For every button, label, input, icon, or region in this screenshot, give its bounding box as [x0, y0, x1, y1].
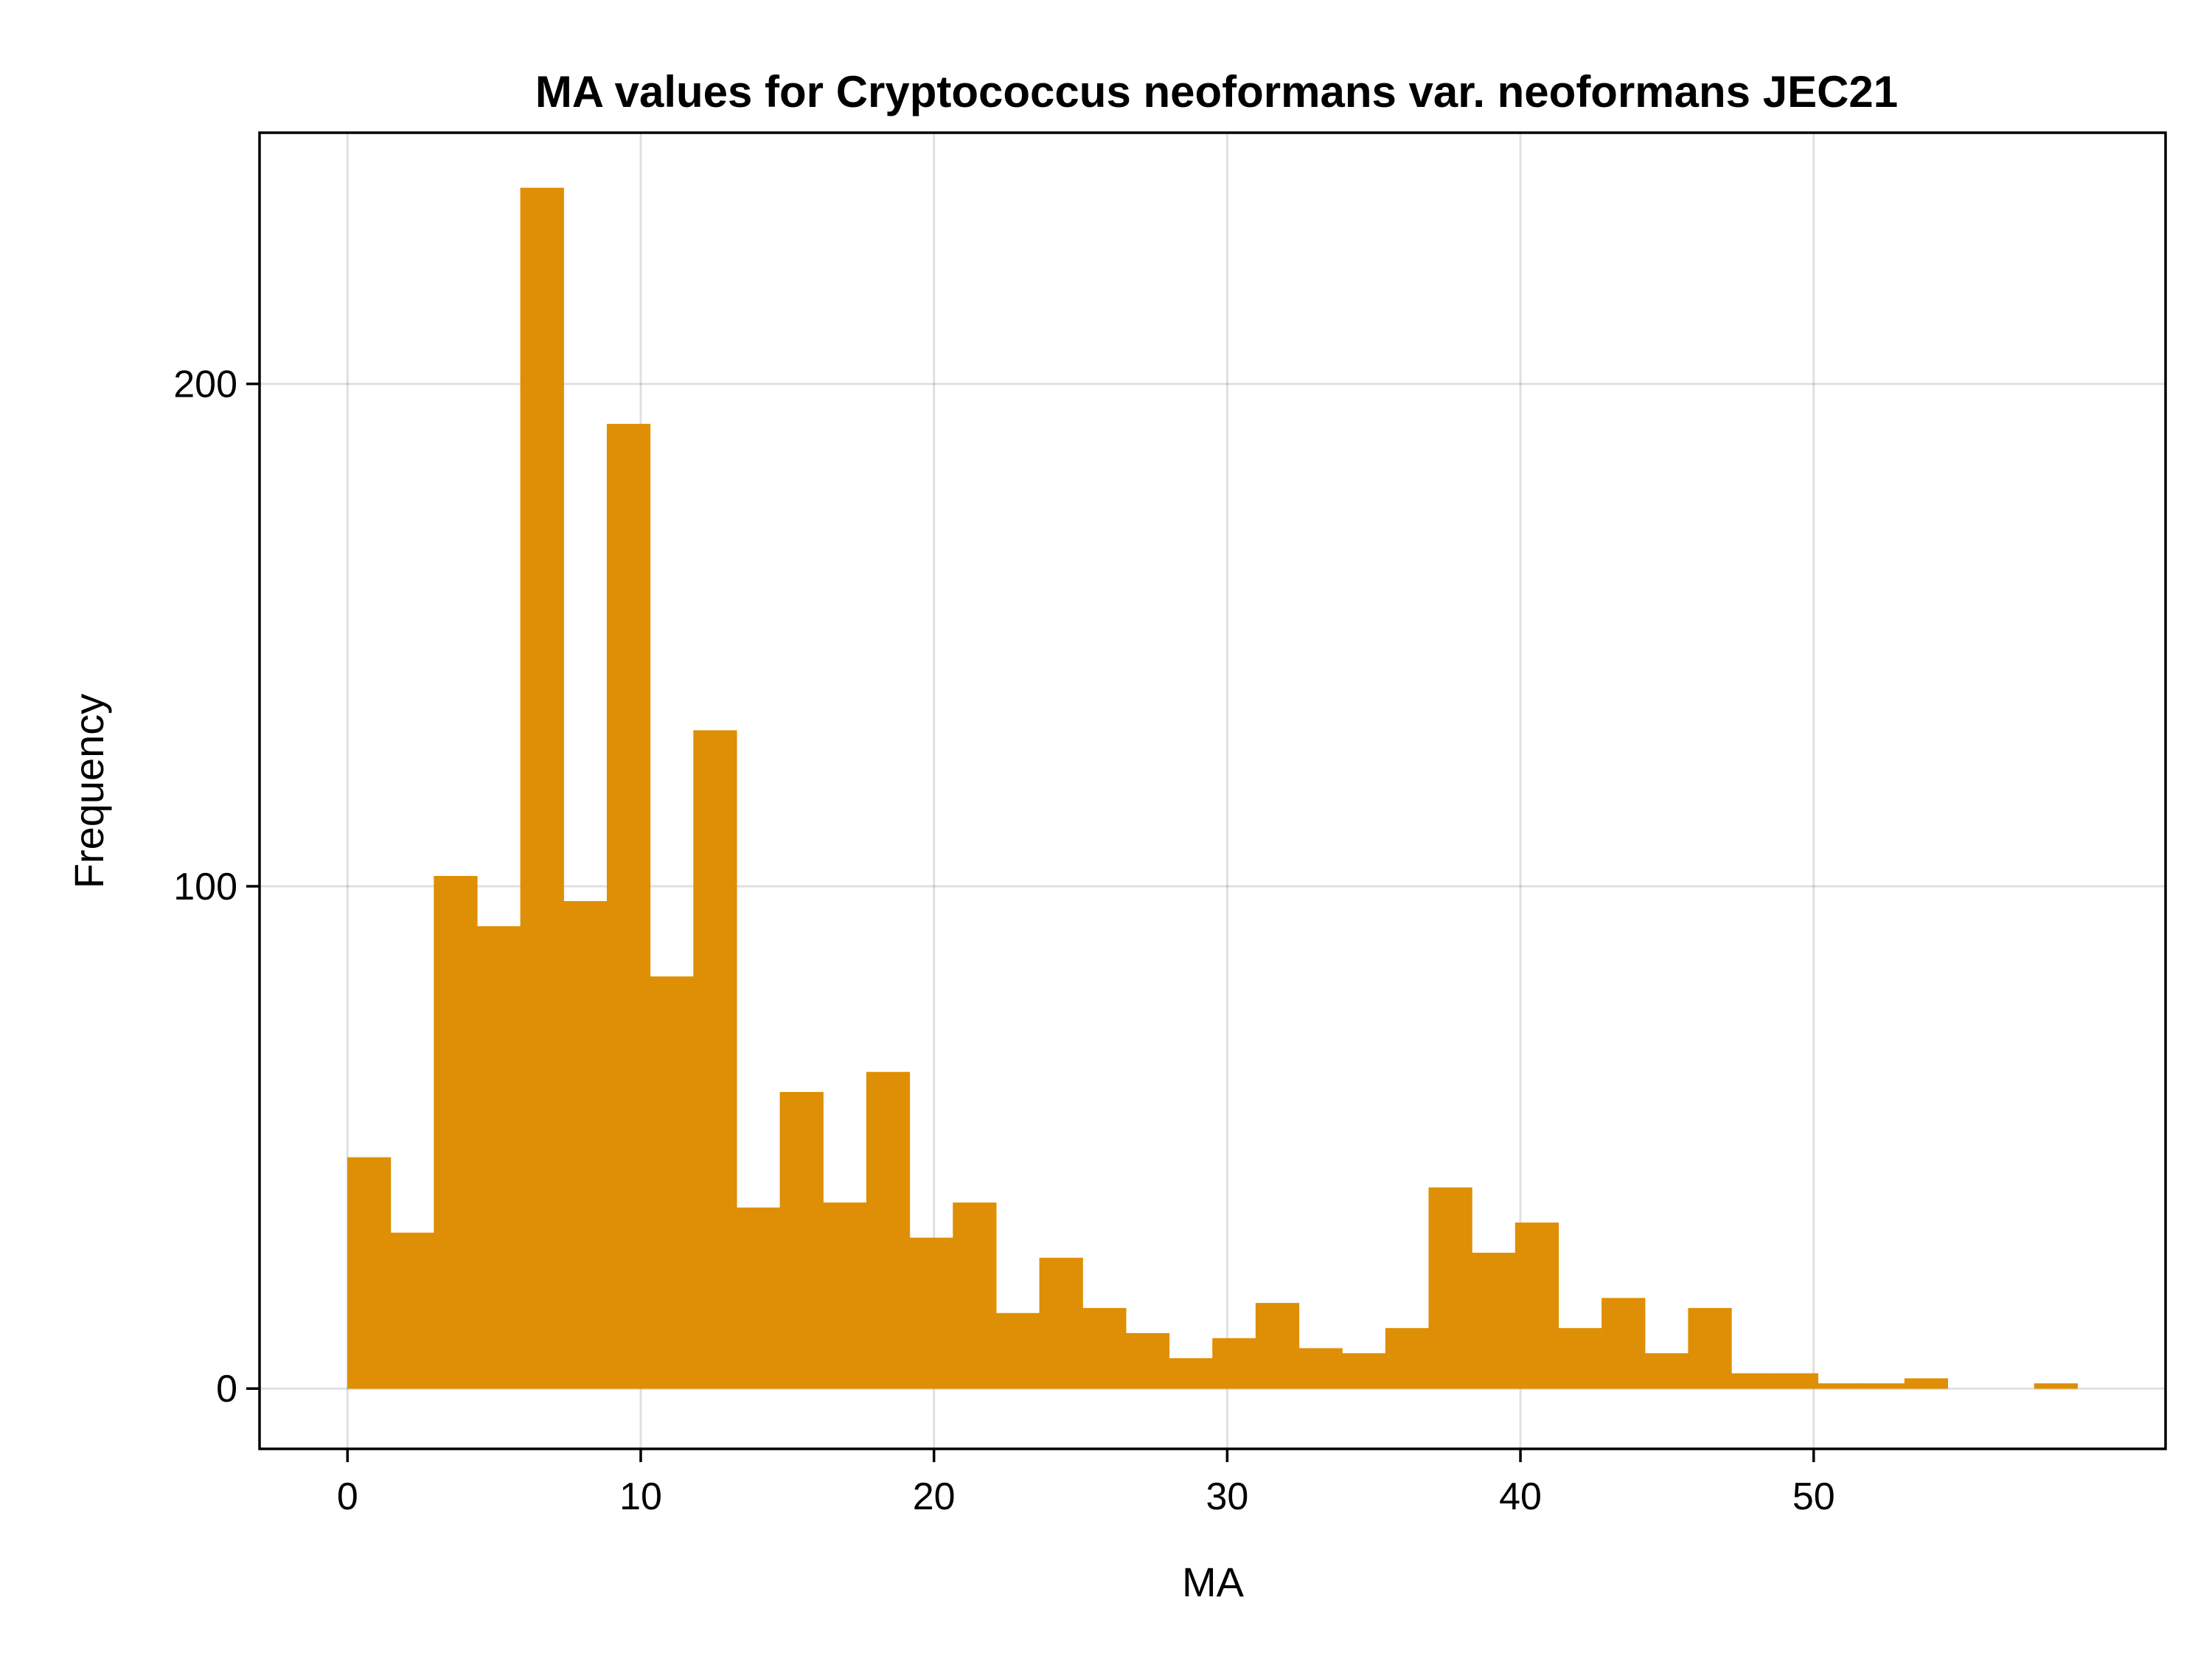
- histogram-bar: [390, 1232, 434, 1389]
- histogram-bar: [1342, 1353, 1386, 1389]
- histogram-bar: [1558, 1328, 1602, 1389]
- y-tick-label: 100: [173, 866, 237, 908]
- x-tick-label: 50: [1792, 1475, 1835, 1518]
- axis-ticks: 0 10 20 30 40 50 0 100 200: [173, 364, 1834, 1518]
- x-tick-label: 10: [619, 1475, 662, 1518]
- histogram-bars: [347, 187, 2078, 1389]
- histogram-bar: [1818, 1383, 1862, 1389]
- x-tick-label: 0: [337, 1475, 358, 1518]
- histogram-bar: [1514, 1222, 1559, 1389]
- histogram-bar: [1169, 1358, 1213, 1389]
- histogram-bar: [1688, 1307, 1732, 1389]
- histogram-bar: [823, 1202, 867, 1389]
- histogram-bar: [693, 730, 737, 1389]
- histogram-bar: [2034, 1383, 2078, 1389]
- histogram-bar: [1472, 1252, 1516, 1389]
- histogram-bar: [347, 1157, 392, 1389]
- histogram-bar: [1861, 1383, 1905, 1389]
- histogram-bar: [606, 423, 651, 1389]
- histogram-bar: [650, 976, 694, 1389]
- x-tick-label: 40: [1499, 1475, 1542, 1518]
- y-tick-label: 200: [173, 364, 237, 406]
- x-tick-label: 30: [1206, 1475, 1248, 1518]
- histogram-bar: [1601, 1298, 1646, 1389]
- x-axis-label: MA: [1182, 1559, 1245, 1605]
- histogram-bar: [1039, 1257, 1083, 1389]
- histogram-bar: [1385, 1328, 1430, 1389]
- histogram-bar: [736, 1207, 781, 1389]
- y-tick-label: 0: [216, 1368, 237, 1411]
- histogram-bar: [953, 1202, 997, 1389]
- histogram-bar: [1298, 1348, 1343, 1389]
- y-axis-label: Frequency: [66, 694, 112, 889]
- histogram-bar: [1644, 1353, 1689, 1389]
- histogram-bar: [476, 926, 521, 1389]
- histogram-bar: [563, 901, 608, 1389]
- x-tick-label: 20: [913, 1475, 956, 1518]
- histogram-bar: [1774, 1373, 1819, 1389]
- histogram-bar: [1904, 1378, 1949, 1389]
- histogram-bar: [995, 1312, 1040, 1389]
- histogram-bar: [1082, 1307, 1127, 1389]
- chart-title: MA values for Cryptococcus neoformans va…: [535, 67, 1898, 116]
- plot-frame: [258, 131, 2167, 1450]
- histogram-bar: [1428, 1187, 1472, 1389]
- histogram-bar: [520, 187, 564, 1389]
- histogram-bar: [1212, 1338, 1256, 1389]
- histogram-bar: [1731, 1373, 1775, 1389]
- histogram-bar: [779, 1091, 824, 1389]
- histogram-bar: [1255, 1303, 1300, 1389]
- histogram-bar: [866, 1071, 911, 1389]
- histogram-bar: [909, 1237, 953, 1389]
- histogram-bar: [1125, 1333, 1170, 1389]
- histogram-bar: [434, 876, 478, 1389]
